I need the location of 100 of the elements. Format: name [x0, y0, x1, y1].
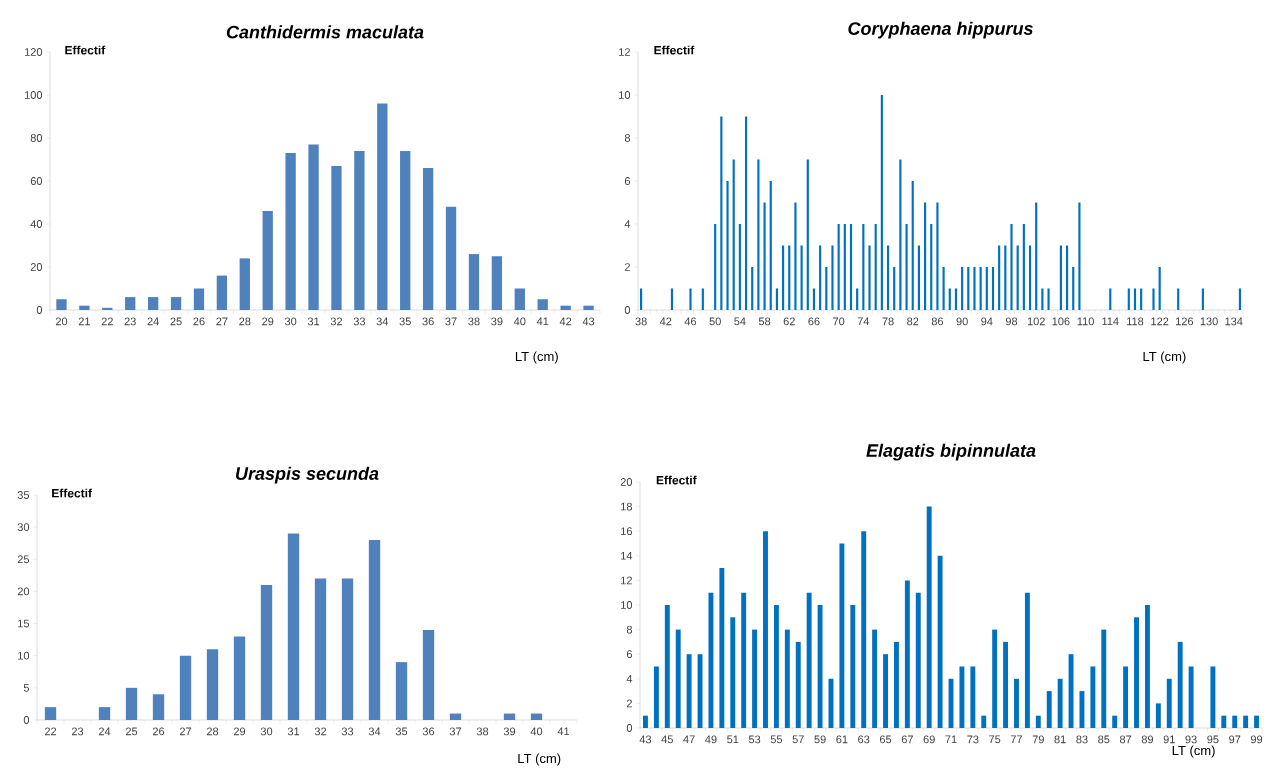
- x-tick-label: 30: [284, 317, 297, 326]
- bar: [537, 299, 548, 310]
- bar: [819, 245, 822, 310]
- x-tick-label: 61: [836, 735, 848, 744]
- y-tick-label: 8: [626, 625, 633, 634]
- bar: [874, 223, 877, 310]
- x-axis-title: LT (cm): [518, 753, 561, 766]
- x-tick-label: 106: [1052, 317, 1070, 326]
- x-tick-label: 79: [1032, 735, 1044, 744]
- bar: [1238, 288, 1242, 310]
- bar: [1047, 288, 1050, 310]
- y-tick-label: 10: [621, 601, 633, 609]
- bar: [314, 578, 327, 720]
- bar: [1155, 703, 1161, 728]
- bar: [893, 266, 896, 310]
- bar: [911, 180, 914, 310]
- y-tick-label: 10: [619, 91, 631, 99]
- bar: [1016, 245, 1019, 310]
- x-tick-label: 114: [1102, 317, 1119, 326]
- bar: [817, 604, 823, 728]
- y-tick-label: 12: [621, 576, 632, 585]
- bar: [233, 636, 246, 720]
- y-tick-label: 8: [624, 134, 631, 142]
- y-tick-label: 14: [621, 552, 633, 560]
- bar: [1059, 245, 1062, 310]
- bar: [491, 256, 503, 310]
- bar: [400, 150, 411, 310]
- bar: [763, 202, 766, 310]
- bar: [981, 715, 987, 728]
- y-tick-label: 6: [624, 177, 631, 185]
- x-tick-label: 23: [71, 727, 84, 736]
- bar: [1090, 666, 1096, 728]
- bar: [503, 713, 516, 720]
- y-tick-label: 2: [624, 263, 630, 271]
- bar: [125, 297, 136, 310]
- y-tick-label: 20: [30, 263, 43, 271]
- bar: [752, 629, 758, 728]
- bar: [653, 666, 659, 728]
- bar: [1065, 245, 1069, 310]
- x-tick-label: 26: [152, 727, 165, 736]
- x-tick-label: 71: [945, 735, 957, 744]
- bar: [937, 555, 943, 728]
- bar: [1243, 715, 1249, 728]
- bar: [998, 245, 1001, 310]
- bar: [812, 288, 816, 310]
- bar: [880, 94, 883, 310]
- x-tick-label: 95: [1207, 735, 1219, 744]
- bar: [970, 666, 976, 728]
- y-axis-title: Effectif: [65, 45, 106, 55]
- bar: [1232, 715, 1238, 728]
- chart-title: Elagatis bipinnulata: [866, 443, 1036, 461]
- bar: [147, 297, 159, 310]
- bar: [422, 629, 435, 720]
- bar: [1014, 678, 1019, 728]
- bar: [751, 266, 754, 310]
- x-tick-label: 89: [1141, 735, 1154, 744]
- bar: [872, 629, 878, 728]
- bar: [560, 305, 571, 310]
- bar: [899, 159, 902, 310]
- bar: [1028, 245, 1032, 310]
- x-tick-label: 97: [1229, 735, 1241, 744]
- bar: [837, 223, 840, 310]
- x-tick-label: 25: [125, 727, 138, 736]
- y-tick-label: 6: [626, 650, 633, 659]
- bar: [1057, 678, 1063, 728]
- bar: [422, 168, 434, 310]
- x-tick-label: 57: [792, 735, 804, 744]
- x-tick-label: 38: [476, 727, 489, 736]
- y-tick-label: 20: [17, 587, 30, 596]
- bar: [1152, 288, 1155, 310]
- bar: [262, 211, 273, 310]
- bar: [738, 223, 741, 310]
- bar: [1112, 715, 1118, 728]
- bar: [788, 245, 791, 310]
- x-tick-label: 54: [734, 317, 746, 326]
- bar: [1177, 641, 1183, 728]
- y-tick-label: 4: [624, 220, 631, 228]
- x-tick-label: 31: [287, 727, 300, 736]
- bar: [1166, 678, 1172, 728]
- bar: [468, 254, 480, 310]
- x-tick-label: 45: [661, 735, 673, 744]
- bar: [1022, 223, 1025, 310]
- x-tick-label: 69: [923, 735, 935, 744]
- bar: [1140, 288, 1143, 310]
- x-tick-label: 91: [1163, 735, 1175, 744]
- bar: [193, 288, 205, 310]
- x-tick-label: 20: [55, 317, 68, 326]
- bar: [1046, 691, 1052, 728]
- x-tick-label: 74: [857, 317, 870, 326]
- y-axis-title: Effectif: [654, 45, 695, 55]
- bar: [583, 305, 594, 310]
- bar: [341, 578, 354, 720]
- x-tick-label: 78: [882, 317, 894, 326]
- x-tick-label: 85: [1098, 735, 1110, 744]
- bar: [800, 245, 803, 310]
- x-tick-label: 27: [216, 317, 228, 326]
- bar: [708, 592, 714, 728]
- y-tick-label: 2: [626, 699, 632, 708]
- x-tick-label: 99: [1250, 735, 1263, 744]
- x-tick-label: 53: [748, 735, 761, 744]
